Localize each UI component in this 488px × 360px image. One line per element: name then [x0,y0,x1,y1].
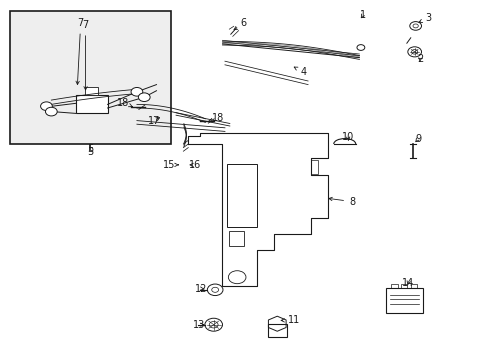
Text: 10: 10 [341,132,354,142]
Text: 1: 1 [359,10,365,20]
Text: 7: 7 [76,18,83,85]
Text: 17: 17 [147,116,160,126]
Text: 13: 13 [193,320,205,330]
Bar [400,284,407,288]
Text: 7: 7 [82,20,88,90]
Circle shape [41,102,52,111]
Text: 14: 14 [401,278,414,288]
Bar [228,231,243,246]
Bar [390,284,397,288]
Text: 8: 8 [328,197,354,207]
Text: 3: 3 [418,13,431,23]
Circle shape [138,93,150,102]
Bar [76,95,107,113]
Bar [84,87,98,95]
Bar [386,288,422,313]
Text: 6: 6 [234,18,246,30]
Text: 5: 5 [87,144,93,154]
Text: 2: 2 [417,54,423,64]
Text: 18: 18 [208,113,224,123]
Text: 12: 12 [195,284,207,294]
Text: 11: 11 [281,315,300,325]
Text: 9: 9 [414,134,420,144]
Circle shape [131,87,142,96]
Text: 16: 16 [188,160,201,170]
Bar [227,164,256,227]
Circle shape [45,107,57,116]
Bar [267,324,286,337]
Bar [10,11,171,144]
Text: 15: 15 [163,160,178,170]
Bar [410,284,416,288]
Bar [310,160,318,174]
Text: 18: 18 [117,98,132,108]
Text: 5: 5 [87,147,93,157]
Text: 4: 4 [294,67,305,77]
